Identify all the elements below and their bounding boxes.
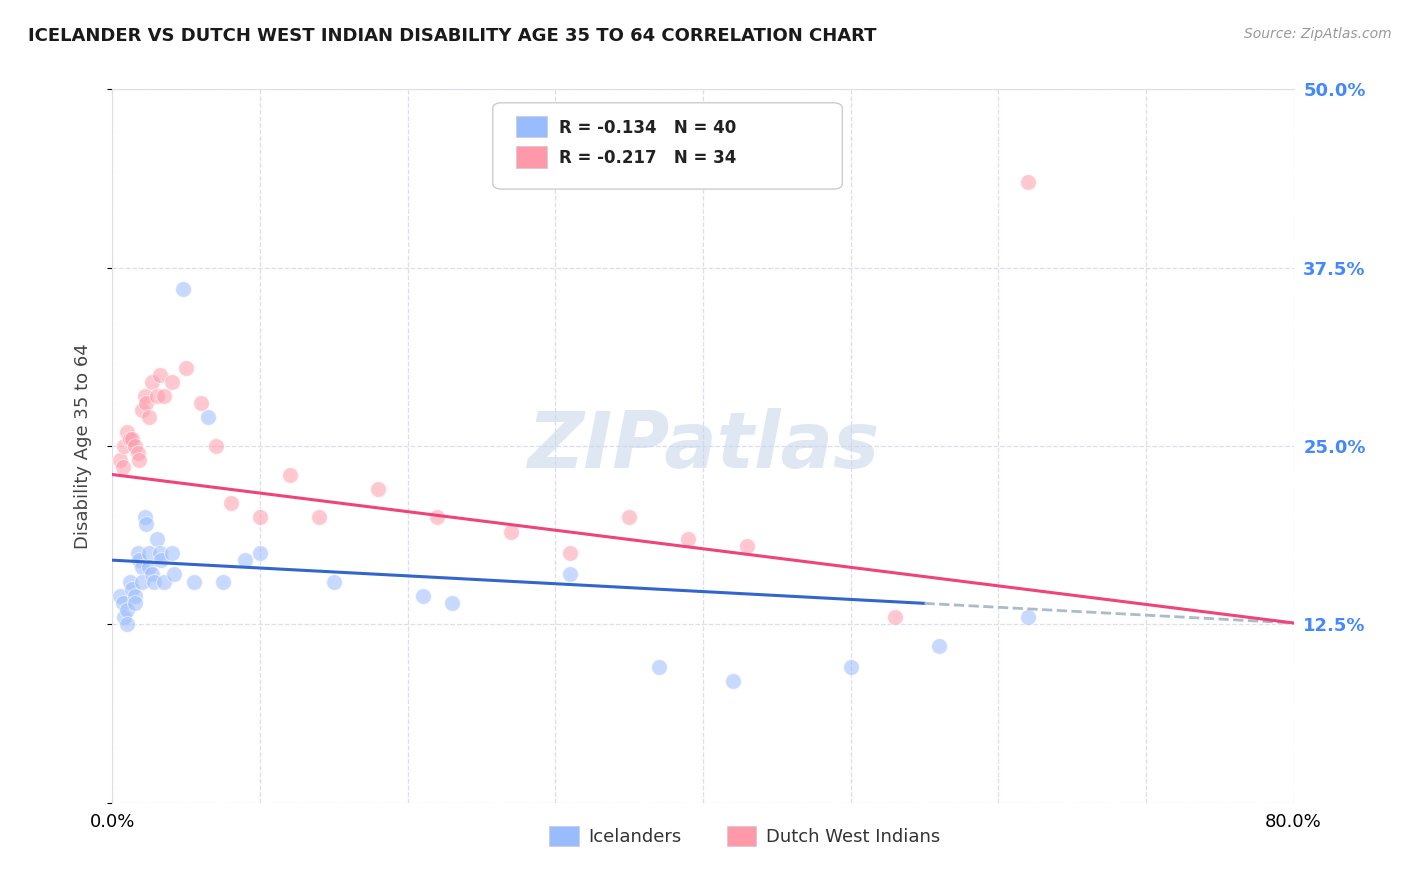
FancyBboxPatch shape — [550, 826, 579, 846]
Point — [233, 553, 256, 567]
Point — [127, 546, 149, 560]
Point — [141, 567, 163, 582]
Point — [884, 610, 907, 624]
Point — [138, 410, 160, 425]
Point — [111, 596, 134, 610]
Point — [839, 660, 862, 674]
Point — [219, 496, 242, 510]
Point — [174, 360, 197, 375]
Point — [141, 375, 163, 389]
Point — [124, 589, 146, 603]
Point — [108, 453, 131, 467]
Point — [146, 532, 169, 546]
Point — [163, 567, 186, 582]
Point — [128, 453, 150, 467]
Point — [928, 639, 950, 653]
Text: R = -0.134   N = 40: R = -0.134 N = 40 — [560, 119, 737, 136]
Point — [127, 446, 149, 460]
Point — [108, 589, 131, 603]
Point — [124, 596, 146, 610]
Point — [647, 660, 671, 674]
Point — [149, 368, 172, 382]
Point — [1017, 175, 1039, 189]
Point — [160, 546, 183, 560]
Point — [619, 510, 641, 524]
Point — [142, 574, 165, 589]
Point — [134, 389, 156, 403]
Point — [149, 546, 172, 560]
Point — [128, 553, 150, 567]
Point — [183, 574, 205, 589]
Point — [501, 524, 523, 539]
Point — [153, 574, 176, 589]
Point — [153, 389, 176, 403]
Text: ICELANDER VS DUTCH WEST INDIAN DISABILITY AGE 35 TO 64 CORRELATION CHART: ICELANDER VS DUTCH WEST INDIAN DISABILIT… — [28, 27, 876, 45]
Text: Source: ZipAtlas.com: Source: ZipAtlas.com — [1244, 27, 1392, 41]
Text: Dutch West Indians: Dutch West Indians — [766, 828, 939, 846]
Point — [197, 410, 219, 425]
Point — [323, 574, 346, 589]
Point — [249, 546, 271, 560]
FancyBboxPatch shape — [492, 103, 842, 189]
FancyBboxPatch shape — [516, 116, 547, 137]
Point — [117, 425, 138, 439]
Point — [737, 539, 759, 553]
Point — [112, 610, 135, 624]
Point — [558, 546, 582, 560]
Point — [249, 510, 271, 524]
Point — [138, 546, 160, 560]
Point — [721, 674, 744, 689]
Text: Icelanders: Icelanders — [589, 828, 682, 846]
Point — [121, 582, 143, 596]
Point — [146, 389, 169, 403]
FancyBboxPatch shape — [516, 146, 547, 168]
Point — [278, 467, 301, 482]
Point — [120, 432, 142, 446]
Point — [411, 589, 433, 603]
Point — [121, 432, 143, 446]
Point — [190, 396, 212, 410]
Point — [558, 567, 582, 582]
Point — [131, 403, 153, 417]
Text: ZIPatlas: ZIPatlas — [527, 408, 879, 484]
Point — [111, 460, 134, 475]
Point — [308, 510, 330, 524]
Point — [367, 482, 389, 496]
Point — [441, 596, 464, 610]
Point — [150, 553, 173, 567]
Y-axis label: Disability Age 35 to 64: Disability Age 35 to 64 — [73, 343, 91, 549]
Point — [172, 282, 194, 296]
Point — [131, 560, 153, 574]
Point — [131, 574, 153, 589]
Point — [124, 439, 146, 453]
Point — [135, 517, 157, 532]
FancyBboxPatch shape — [727, 826, 756, 846]
Point — [205, 439, 228, 453]
Point — [112, 439, 135, 453]
Point — [678, 532, 700, 546]
Point — [426, 510, 449, 524]
Point — [135, 396, 157, 410]
Point — [138, 560, 160, 574]
Point — [134, 510, 156, 524]
Point — [212, 574, 235, 589]
Point — [160, 375, 183, 389]
Point — [1017, 610, 1039, 624]
Point — [120, 574, 142, 589]
Point — [117, 617, 138, 632]
Point — [117, 603, 138, 617]
Text: R = -0.217   N = 34: R = -0.217 N = 34 — [560, 150, 737, 168]
